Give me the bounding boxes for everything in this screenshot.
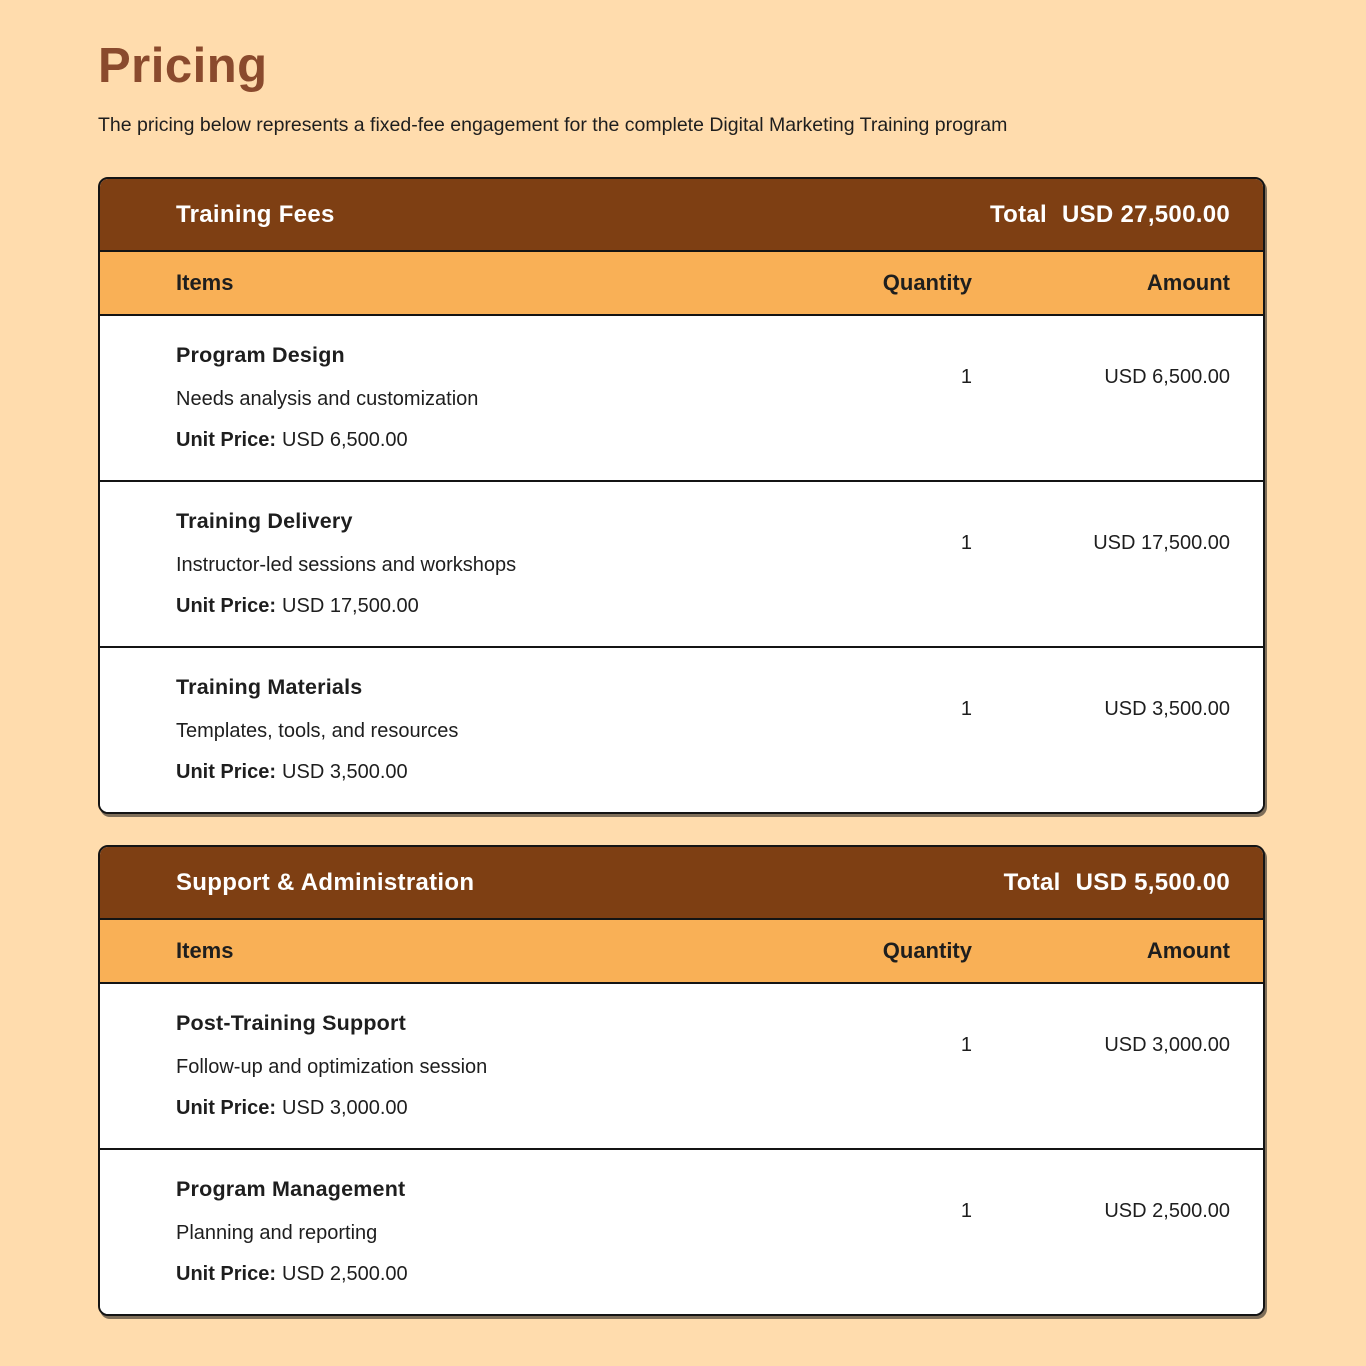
table-header: Support & Administration Total USD 5,500.… [100,847,1263,920]
item-unit-price: Unit Price: USD 2,500.00 [176,1263,812,1286]
amount-cell: USD 6,500.00 [1104,366,1230,388]
item-description: Templates, tools, and resources [176,720,459,742]
unit-price-label: Unit Price: [176,429,277,451]
table-row: Training Materials Templates, tools, and… [100,646,1263,812]
amount-cell: USD 3,000.00 [1104,1034,1230,1056]
amount-cell: USD 2,500.00 [1104,1200,1230,1222]
pricing-tables: Training Fees Total USD 27,500.00 Items Q… [98,177,1265,1316]
table-total: Total USD 27,500.00 [990,201,1230,229]
column-quantity: Quantity [882,938,972,963]
table-body: Post-Training Support Follow-up and opti… [100,984,1263,1314]
total-value: USD 27,500.00 [1061,200,1230,228]
unit-price-label: Unit Price: [176,595,277,617]
columns-header: Items Quantity Amount [100,920,1263,984]
pricing-table: Support & Administration Total USD 5,500.… [98,845,1265,1316]
table-body: Program Design Needs analysis and custom… [100,316,1263,812]
table-row: Post-Training Support Follow-up and opti… [100,984,1263,1148]
column-items: Items [176,270,234,295]
item-name: Program Design [176,343,345,367]
item-description: Planning and reporting [176,1222,378,1244]
columns-header: Items Quantity Amount [100,252,1263,316]
item-unit-price: Unit Price: USD 3,000.00 [176,1097,812,1120]
column-amount: Amount [1146,938,1230,963]
item-cell: Post-Training Support Follow-up and opti… [176,1011,812,1120]
quantity-cell: 1 [960,1034,972,1056]
total-label: Total [989,200,1047,228]
item-description: Needs analysis and customization [176,388,479,410]
total-value: USD 5,500.00 [1075,868,1230,896]
pricing-page: Pricing The pricing below represents a f… [98,38,1265,1316]
unit-price-value: USD 3,000.00 [282,1097,408,1119]
item-name: Post-Training Support [176,1011,406,1035]
item-cell: Training Materials Templates, tools, and… [176,675,812,784]
column-quantity: Quantity [882,270,972,295]
table-title: Support & Administration [176,868,475,896]
item-description: Instructor-led sessions and workshops [176,554,517,576]
item-cell: Program Management Planning and reportin… [176,1177,812,1286]
table-total: Total USD 5,500.00 [1004,869,1230,897]
item-unit-price: Unit Price: USD 6,500.00 [176,429,812,452]
unit-price-value: USD 2,500.00 [282,1263,408,1285]
table-row: Training Delivery Instructor-led session… [100,480,1263,646]
unit-price-value: USD 3,500.00 [282,761,408,783]
item-unit-price: Unit Price: USD 3,500.00 [176,761,812,784]
item-unit-price: Unit Price: USD 17,500.00 [176,595,812,618]
item-name: Training Materials [176,675,363,699]
pricing-table: Training Fees Total USD 27,500.00 Items Q… [98,177,1265,814]
quantity-cell: 1 [960,698,972,720]
quantity-cell: 1 [960,366,972,388]
unit-price-label: Unit Price: [176,761,277,783]
item-name: Training Delivery [176,509,353,533]
quantity-cell: 1 [960,1200,972,1222]
item-cell: Training Delivery Instructor-led session… [176,509,812,618]
item-cell: Program Design Needs analysis and custom… [176,343,812,452]
item-description: Follow-up and optimization session [176,1056,488,1078]
table-row: Program Design Needs analysis and custom… [100,316,1263,480]
table-row: Program Management Planning and reportin… [100,1148,1263,1314]
item-name: Program Management [176,1177,406,1201]
unit-price-label: Unit Price: [176,1263,277,1285]
total-label: Total [1003,868,1061,896]
unit-price-value: USD 17,500.00 [282,595,419,617]
quantity-cell: 1 [960,532,972,554]
table-header: Training Fees Total USD 27,500.00 [100,179,1263,252]
column-items: Items [176,938,234,963]
amount-cell: USD 17,500.00 [1093,532,1230,554]
page-subtitle: The pricing below represents a fixed-fee… [98,114,1008,136]
page-title: Pricing [98,39,268,93]
unit-price-label: Unit Price: [176,1097,277,1119]
table-title: Training Fees [176,200,335,228]
amount-cell: USD 3,500.00 [1104,698,1230,720]
unit-price-value: USD 6,500.00 [282,429,408,451]
column-amount: Amount [1146,270,1230,295]
